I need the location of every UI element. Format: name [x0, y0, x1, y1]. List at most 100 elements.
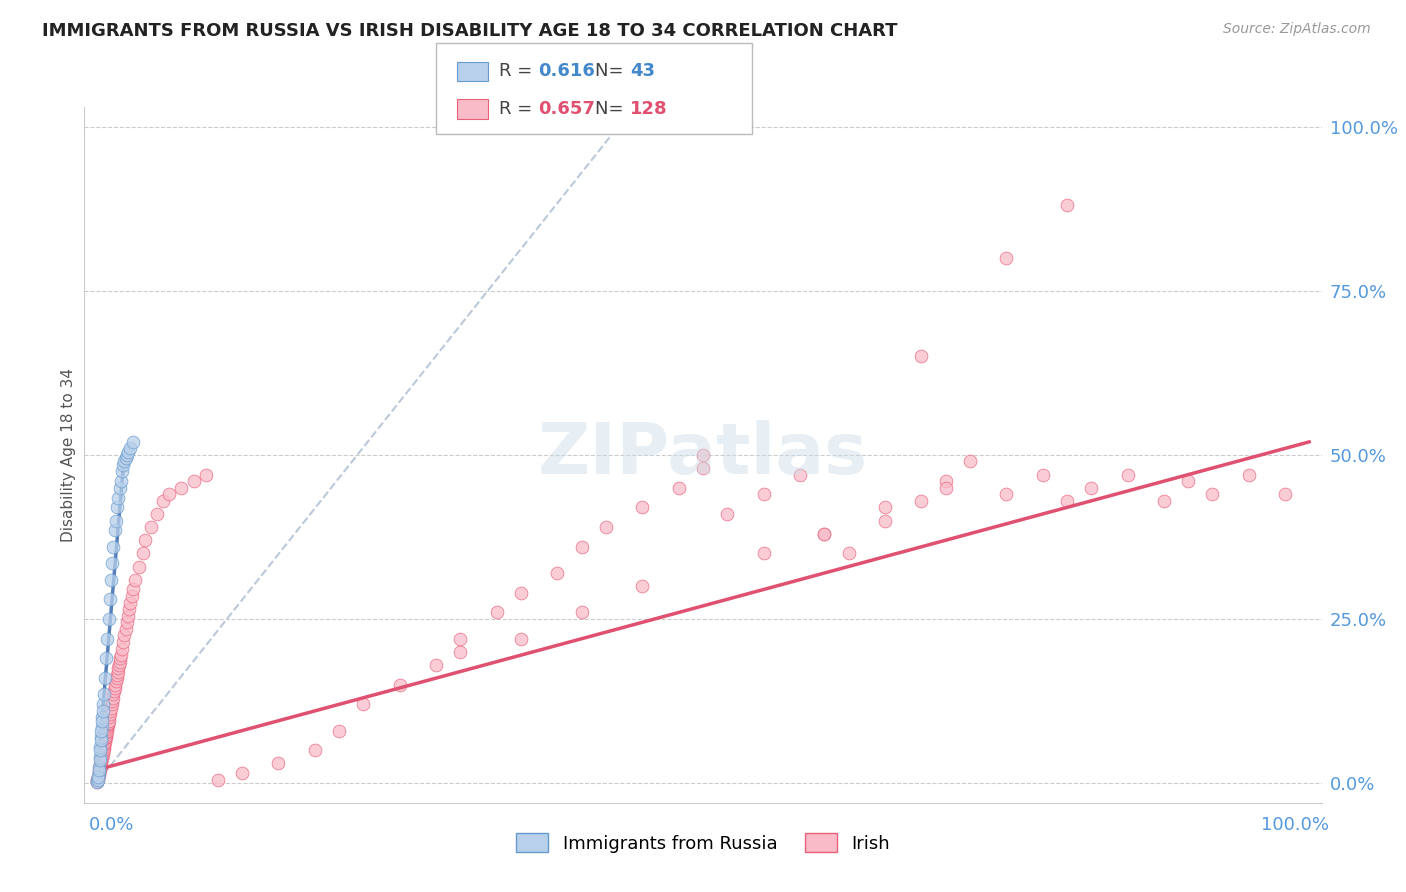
Text: N=: N= — [595, 100, 628, 118]
Point — [90, 753, 112, 767]
Point — [91, 714, 114, 728]
Point — [104, 524, 127, 538]
Point — [170, 481, 193, 495]
Point — [425, 657, 447, 672]
Text: R =: R = — [499, 100, 538, 118]
Point — [103, 688, 125, 702]
Point — [183, 474, 205, 488]
Point — [1153, 494, 1175, 508]
Point — [117, 608, 139, 623]
Point — [134, 533, 156, 548]
Point — [86, 774, 108, 789]
Point — [231, 766, 253, 780]
Text: Source: ZipAtlas.com: Source: ZipAtlas.com — [1223, 22, 1371, 37]
Point — [692, 448, 714, 462]
Legend: Immigrants from Russia, Irish: Immigrants from Russia, Irish — [509, 826, 897, 860]
Point — [94, 729, 117, 743]
Point — [98, 710, 121, 724]
Point — [118, 602, 141, 616]
Point — [328, 723, 350, 738]
Point — [90, 733, 112, 747]
Point — [1080, 481, 1102, 495]
Point — [111, 464, 134, 478]
Point — [89, 743, 111, 757]
Text: 0.616: 0.616 — [538, 62, 595, 80]
Point — [1116, 467, 1139, 482]
Text: ZIPatlas: ZIPatlas — [538, 420, 868, 490]
Point — [959, 454, 981, 468]
Point — [449, 645, 471, 659]
Point — [352, 698, 374, 712]
Text: 0.0%: 0.0% — [89, 816, 134, 834]
Point — [98, 592, 121, 607]
Point — [838, 546, 860, 560]
Point — [89, 753, 111, 767]
Point — [1201, 487, 1223, 501]
Point — [128, 559, 150, 574]
Point — [131, 546, 153, 560]
Point — [114, 451, 136, 466]
Point — [100, 700, 122, 714]
Point — [94, 671, 117, 685]
Point — [510, 586, 533, 600]
Point — [101, 694, 124, 708]
Point — [108, 655, 131, 669]
Point — [93, 742, 115, 756]
Point — [910, 494, 932, 508]
Point — [304, 743, 326, 757]
Point — [86, 774, 108, 789]
Point — [89, 760, 111, 774]
Point — [207, 772, 229, 787]
Point — [89, 739, 111, 754]
Point — [96, 632, 118, 646]
Point — [93, 738, 115, 752]
Point — [93, 735, 115, 749]
Point — [87, 771, 110, 785]
Point — [100, 704, 122, 718]
Point — [89, 760, 111, 774]
Point — [935, 474, 957, 488]
Point — [789, 467, 811, 482]
Point — [873, 500, 896, 515]
Point — [87, 768, 110, 782]
Point — [103, 684, 125, 698]
Point — [110, 648, 132, 662]
Point — [104, 674, 127, 689]
Point — [107, 491, 129, 505]
Point — [97, 715, 120, 730]
Point — [87, 766, 110, 780]
Point — [104, 681, 127, 695]
Point — [267, 756, 290, 771]
Point — [107, 661, 129, 675]
Point — [111, 641, 134, 656]
Point — [571, 606, 593, 620]
Point — [87, 770, 110, 784]
Point — [1274, 487, 1296, 501]
Point — [86, 772, 108, 787]
Point — [100, 573, 122, 587]
Text: 43: 43 — [630, 62, 655, 80]
Point — [388, 678, 411, 692]
Point — [108, 481, 131, 495]
Point — [93, 739, 115, 754]
Point — [87, 766, 110, 780]
Point — [97, 714, 120, 728]
Point — [813, 526, 835, 541]
Point — [752, 487, 775, 501]
Point — [716, 507, 738, 521]
Point — [112, 628, 135, 642]
Point — [813, 526, 835, 541]
Point — [105, 671, 128, 685]
Point — [120, 596, 142, 610]
Y-axis label: Disability Age 18 to 34: Disability Age 18 to 34 — [60, 368, 76, 542]
Point — [91, 710, 114, 724]
Point — [94, 730, 117, 744]
Point — [108, 657, 131, 672]
Point — [935, 481, 957, 495]
Point — [96, 720, 118, 734]
Point — [91, 704, 114, 718]
Point — [752, 546, 775, 560]
Point — [94, 733, 117, 747]
Text: R =: R = — [499, 62, 538, 80]
Point — [571, 540, 593, 554]
